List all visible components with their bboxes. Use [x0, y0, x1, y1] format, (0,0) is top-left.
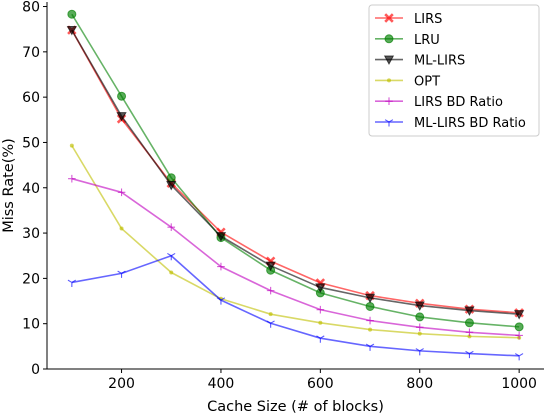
data-point [167, 252, 176, 261]
y-tick-label: 60 [22, 90, 40, 106]
data-point [117, 188, 126, 197]
legend-marker [385, 97, 393, 105]
data-point [117, 91, 127, 101]
data-point [67, 9, 77, 19]
data-point [368, 327, 373, 332]
legend: LIRS LRU ML-LIRS OPT LIRS BD Ratio ML-LIRS BD… [368, 4, 540, 137]
series-ml-lirs [66, 25, 525, 320]
legend-item: ML-LIRS [375, 54, 465, 69]
legend-item: OPT [375, 74, 440, 89]
data-point [315, 283, 326, 293]
series-layer [66, 9, 525, 361]
series-line [71, 177, 520, 337]
data-point [415, 323, 424, 332]
x-tick-label: 200 [108, 376, 135, 392]
x-tick-label: 1000 [501, 376, 537, 392]
x-axis-label: Cache Size (# of blocks) [207, 399, 384, 414]
data-point [514, 322, 524, 332]
x-tick-label: 800 [406, 376, 433, 392]
data-point [318, 320, 323, 325]
data-point [415, 348, 424, 356]
data-point [265, 261, 276, 272]
data-point [169, 270, 174, 275]
legend-marker [384, 34, 394, 44]
series-line [71, 13, 520, 328]
data-point [216, 297, 226, 305]
data-point [316, 335, 325, 343]
data-point [514, 310, 525, 320]
legend-label: ML-LIRS BD Ratio [414, 116, 526, 131]
data-point [464, 306, 475, 317]
y-tick-label: 30 [22, 226, 40, 242]
legend-marker [384, 13, 394, 23]
series-ml-lirs-bd-ratio [67, 252, 524, 361]
data-point [268, 312, 273, 317]
legend-marker [387, 78, 391, 83]
data-point [465, 328, 474, 337]
data-point [217, 262, 225, 271]
legend-box [368, 4, 540, 137]
legend-label: LIRS BD Ratio [414, 95, 503, 110]
data-point [66, 25, 77, 36]
legend-marker [384, 119, 394, 127]
legend-label: LIRS [414, 12, 442, 27]
series-line [71, 254, 520, 357]
data-point [215, 232, 227, 242]
data-point [365, 301, 375, 311]
data-point [467, 334, 472, 339]
legend-item: LIRS [375, 12, 442, 27]
data-point [414, 301, 425, 312]
series-line [71, 145, 520, 339]
data-point [68, 174, 76, 183]
data-point [465, 350, 474, 359]
series-lirs-bd-ratio [68, 174, 523, 340]
legend-label: OPT [414, 74, 440, 89]
data-point [316, 305, 325, 314]
legend-marker [383, 55, 395, 66]
data-point [266, 286, 275, 295]
data-point [116, 112, 127, 122]
data-point [117, 270, 126, 278]
legend-label: LRU [414, 33, 440, 48]
data-point [365, 343, 375, 351]
y-tick-label: 80 [22, 0, 40, 16]
series-line [71, 29, 520, 315]
series-opt [69, 143, 522, 340]
y-tick-label: 0 [31, 362, 40, 378]
data-point [515, 331, 523, 340]
data-point [167, 223, 176, 231]
legend-item: LRU [375, 33, 440, 48]
data-point [67, 279, 77, 287]
data-point [364, 293, 376, 304]
data-point [415, 312, 425, 322]
x-tick-label: 600 [307, 376, 334, 392]
y-tick-label: 40 [22, 181, 40, 197]
data-point [266, 320, 275, 328]
y-tick-label: 10 [22, 317, 40, 333]
series-lru [67, 9, 524, 332]
data-point [417, 331, 422, 336]
legend-item: LIRS BD Ratio [375, 95, 503, 110]
axes-layer: 200 400 600 800 1000 0 10 20 30 40 50 60 70 80 [22, 0, 544, 392]
y-axis-label: Miss Rate(%) [1, 138, 17, 233]
data-point [514, 353, 524, 361]
y-tick-label: 70 [22, 45, 40, 61]
legend-item: ML-LIRS BD Ratio [375, 116, 526, 131]
y-tick-label: 50 [22, 135, 40, 151]
x-tick-label: 400 [208, 376, 235, 392]
data-point [166, 180, 177, 191]
data-point [119, 226, 124, 231]
data-point [464, 318, 474, 328]
data-point [366, 316, 374, 325]
legend-label: ML-LIRS [414, 54, 465, 69]
data-point [69, 143, 74, 148]
y-tick-label: 20 [22, 271, 40, 287]
